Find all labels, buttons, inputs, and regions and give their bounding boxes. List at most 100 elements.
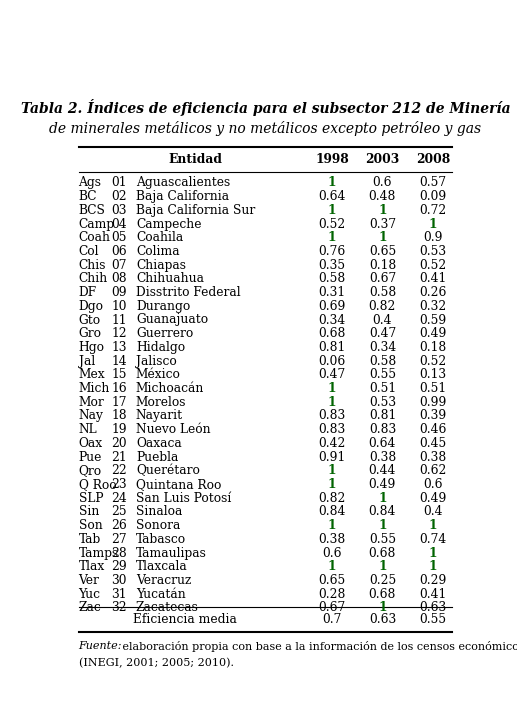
Text: 0.51: 0.51: [419, 382, 446, 395]
Text: 1: 1: [328, 464, 336, 477]
Text: 0.38: 0.38: [369, 451, 396, 464]
Text: Tamaulipas: Tamaulipas: [136, 547, 207, 560]
Text: 0.18: 0.18: [419, 341, 446, 354]
Text: 0.29: 0.29: [419, 574, 447, 587]
Text: 0.83: 0.83: [318, 423, 346, 436]
Text: 0.4: 0.4: [423, 505, 443, 518]
Text: Hgo: Hgo: [79, 341, 104, 354]
Text: 0.83: 0.83: [318, 409, 346, 423]
Text: 0.69: 0.69: [318, 300, 346, 313]
Text: Tabasco: Tabasco: [136, 533, 186, 546]
Text: Col: Col: [79, 245, 99, 258]
Text: 0.47: 0.47: [369, 327, 396, 340]
Text: Son: Son: [79, 519, 102, 532]
Text: Zac: Zac: [79, 601, 101, 614]
Text: 0.41: 0.41: [419, 272, 446, 285]
Text: 1: 1: [378, 232, 387, 244]
Text: SLP: SLP: [79, 492, 103, 505]
Text: 0.52: 0.52: [318, 218, 346, 231]
Text: 2003: 2003: [365, 152, 400, 166]
Text: 0.6: 0.6: [423, 478, 443, 491]
Text: 0.7: 0.7: [322, 613, 342, 626]
Text: 32: 32: [111, 601, 127, 614]
Text: Q Roo: Q Roo: [79, 478, 116, 491]
Text: 09: 09: [111, 286, 127, 299]
Text: 0.41: 0.41: [419, 587, 446, 600]
Text: 0.68: 0.68: [369, 587, 396, 600]
Text: 0.64: 0.64: [369, 437, 396, 450]
Text: Mex: Mex: [79, 368, 105, 381]
Text: 0.31: 0.31: [318, 286, 345, 299]
Text: Veracruz: Veracruz: [136, 574, 191, 587]
Text: 05: 05: [111, 232, 127, 244]
Text: 08: 08: [111, 272, 127, 285]
Text: Coahila: Coahila: [136, 232, 183, 244]
Text: 0.53: 0.53: [369, 396, 396, 409]
Text: 1998: 1998: [315, 152, 349, 166]
Text: 0.76: 0.76: [318, 245, 346, 258]
Text: 0.58: 0.58: [318, 272, 346, 285]
Text: 0.51: 0.51: [369, 382, 396, 395]
Text: NL: NL: [79, 423, 97, 436]
Text: 0.64: 0.64: [318, 190, 346, 203]
Text: 19: 19: [111, 423, 127, 436]
Text: 03: 03: [111, 204, 127, 217]
Text: San Luis Potosí: San Luis Potosí: [136, 492, 231, 505]
Text: Yucatán: Yucatán: [136, 587, 186, 600]
Text: 13: 13: [111, 341, 127, 354]
Text: 1: 1: [429, 218, 437, 231]
Text: 0.46: 0.46: [419, 423, 447, 436]
Text: Camp: Camp: [79, 218, 115, 231]
Text: Querétaro: Querétaro: [136, 464, 200, 477]
Text: Puebla: Puebla: [136, 451, 178, 464]
Text: Sin: Sin: [79, 505, 99, 518]
Text: BC: BC: [79, 190, 97, 203]
Text: 29: 29: [111, 560, 127, 574]
Text: 30: 30: [111, 574, 127, 587]
Text: 0.82: 0.82: [369, 300, 396, 313]
Text: Tab: Tab: [79, 533, 101, 546]
Text: 0.82: 0.82: [318, 492, 346, 505]
Text: Baja California Sur: Baja California Sur: [136, 204, 255, 217]
Text: 0.13: 0.13: [419, 368, 446, 381]
Text: 0.6: 0.6: [373, 176, 392, 189]
Text: 0.39: 0.39: [419, 409, 446, 423]
Text: Gro: Gro: [79, 327, 101, 340]
Text: Mich: Mich: [79, 382, 110, 395]
Text: 1: 1: [328, 478, 336, 491]
Text: 2008: 2008: [416, 152, 450, 166]
Text: 27: 27: [111, 533, 127, 546]
Text: 18: 18: [111, 409, 127, 423]
Text: 14: 14: [111, 354, 127, 367]
Text: 0.67: 0.67: [369, 272, 396, 285]
Text: 0.72: 0.72: [419, 204, 446, 217]
Text: 0.38: 0.38: [419, 451, 446, 464]
Text: 0.42: 0.42: [318, 437, 346, 450]
Text: 12: 12: [111, 327, 127, 340]
Text: 28: 28: [111, 547, 127, 560]
Text: de minerales metálicos y no metálicos excepto petróleo y gas: de minerales metálicos y no metálicos ex…: [49, 121, 481, 136]
Text: 0.6: 0.6: [322, 547, 342, 560]
Text: 0.18: 0.18: [369, 258, 396, 272]
Text: elaboración propia con base a la información de los censos económicos 1999, 2004: elaboración propia con base a la informa…: [119, 641, 517, 652]
Text: Guerrero: Guerrero: [136, 327, 193, 340]
Text: 21: 21: [111, 451, 127, 464]
Text: 06: 06: [111, 245, 127, 258]
Text: Durango: Durango: [136, 300, 190, 313]
Text: 0.57: 0.57: [419, 176, 446, 189]
Text: 1: 1: [429, 519, 437, 532]
Text: 0.55: 0.55: [369, 533, 396, 546]
Text: 25: 25: [111, 505, 127, 518]
Text: Michoacán: Michoacán: [136, 382, 204, 395]
Text: Aguascalientes: Aguascalientes: [136, 176, 230, 189]
Text: 0.84: 0.84: [318, 505, 346, 518]
Text: Quintana Roo: Quintana Roo: [136, 478, 221, 491]
Text: 0.99: 0.99: [419, 396, 447, 409]
Text: 0.81: 0.81: [318, 341, 346, 354]
Text: Zacatecas: Zacatecas: [136, 601, 199, 614]
Text: 0.09: 0.09: [419, 190, 446, 203]
Text: 26: 26: [111, 519, 127, 532]
Text: 0.53: 0.53: [419, 245, 446, 258]
Text: 0.91: 0.91: [318, 451, 346, 464]
Text: 02: 02: [111, 190, 127, 203]
